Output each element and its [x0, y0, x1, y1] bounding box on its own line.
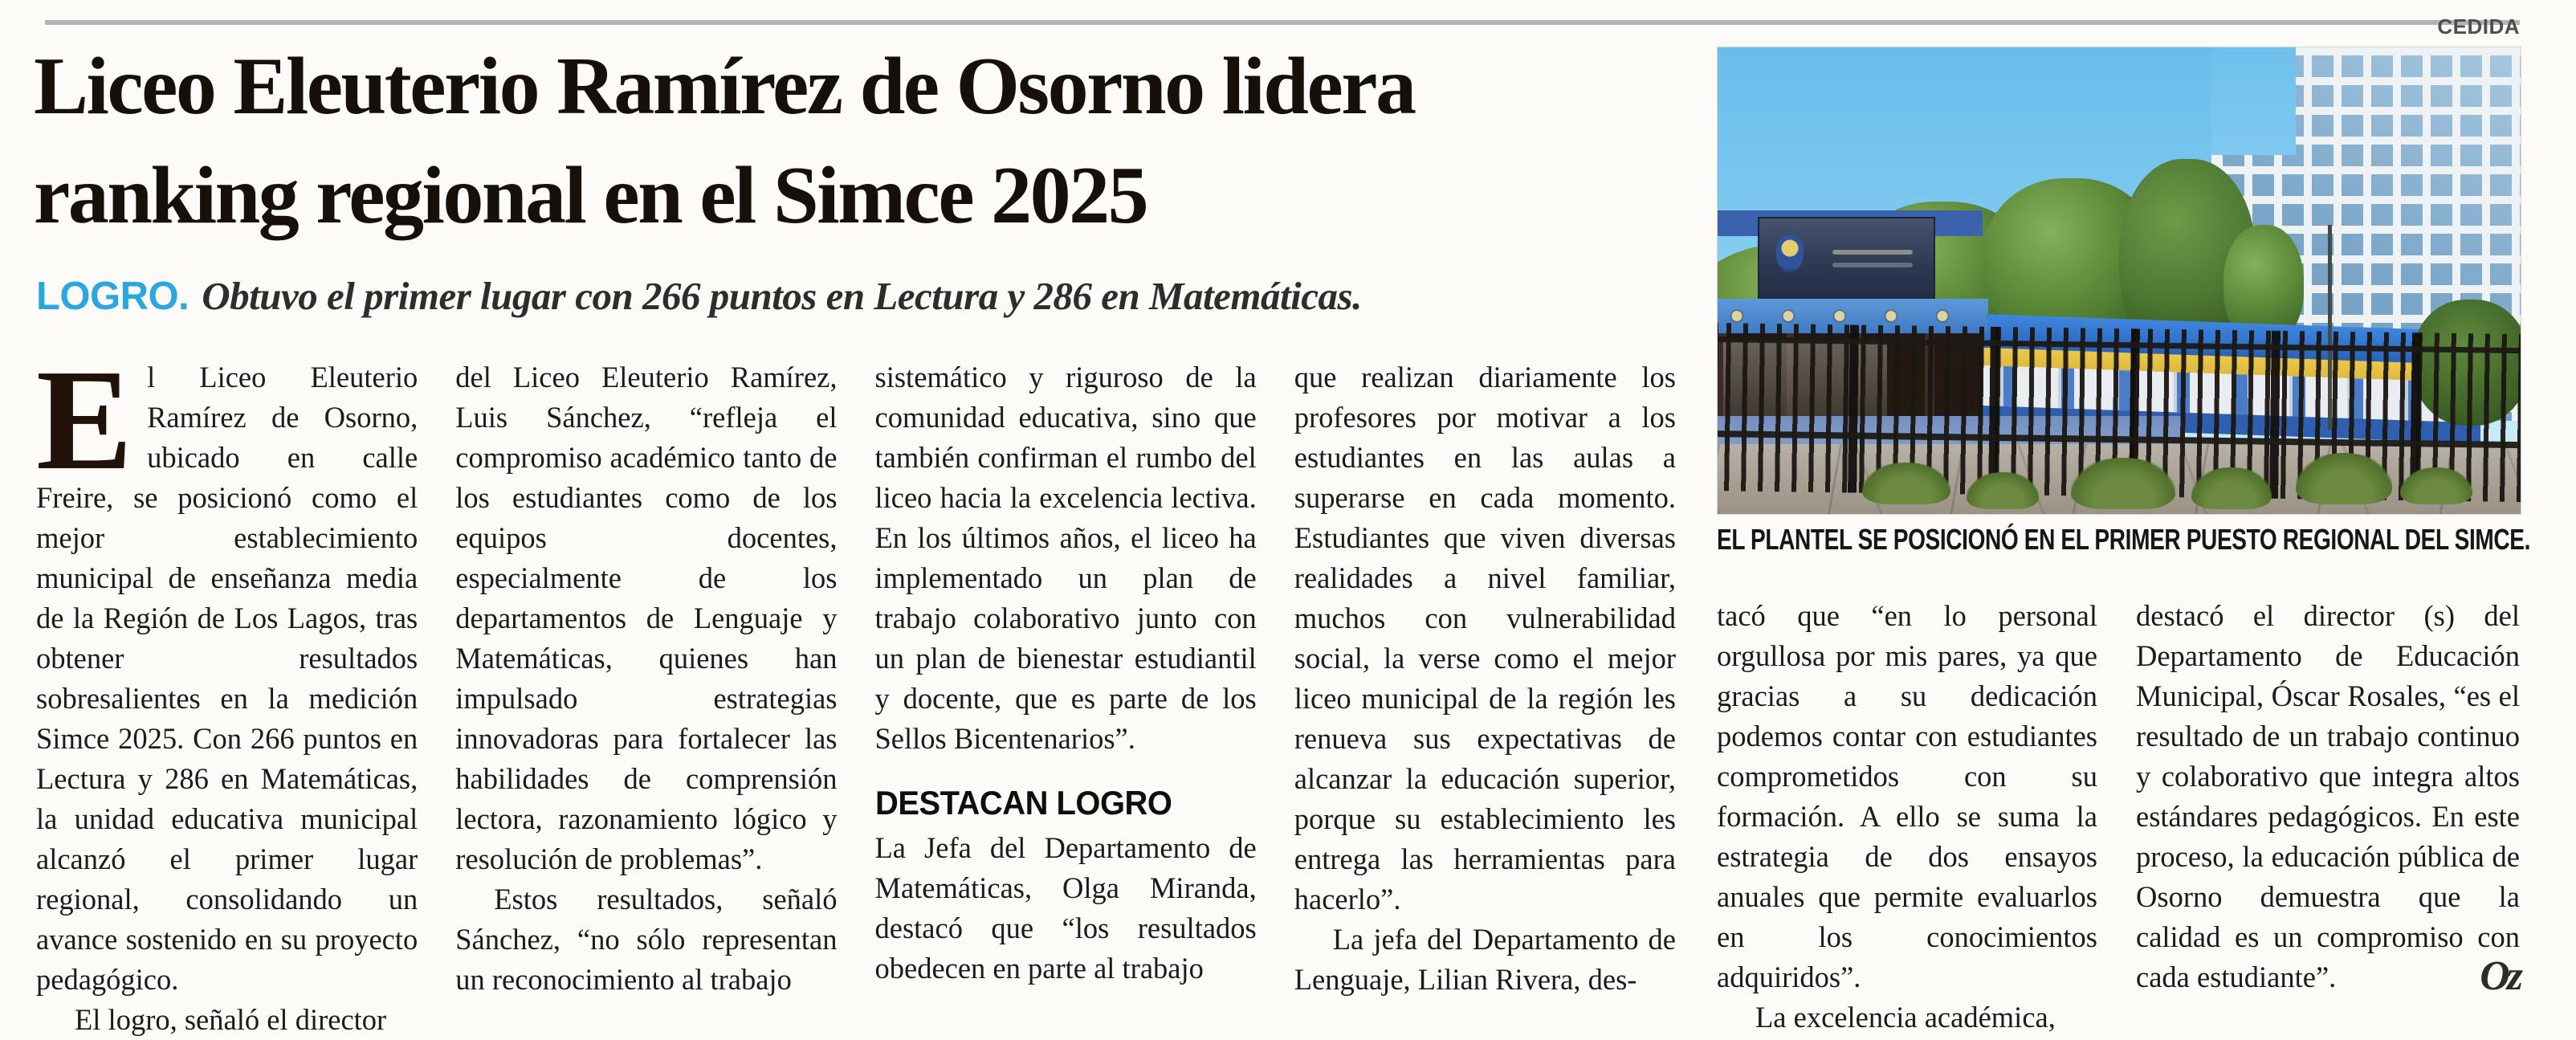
- paragraph: La jefa del Departamento de Lenguaje, Li…: [1294, 923, 1676, 996]
- paragraph: La Jefa del Departamento de Matemáticas,…: [874, 831, 1257, 985]
- weed: [2400, 467, 2472, 505]
- subhead-destacan-logro: DESTACAN LOGRO: [874, 784, 1172, 822]
- standfirst: LOGRO. Obtuvo el primer lugar con 266 pun…: [36, 276, 1690, 316]
- paragraph: sistemático y riguroso de la comunidad e…: [874, 361, 1257, 755]
- headline-line2: ranking regional en el Simce 2025: [34, 149, 1149, 241]
- weed: [2296, 453, 2392, 505]
- column-2: del Liceo Eleuterio Ramírez, Luis Sánche…: [455, 357, 837, 1040]
- school-banner: [1757, 217, 1936, 302]
- paragraph: tacó que “en lo personal orgullosa por m…: [1717, 599, 2097, 993]
- weed: [1862, 463, 1950, 505]
- headline-line1: Liceo Eleuterio Ramírez de Osorno lidera: [34, 41, 1416, 132]
- standfirst-text: Obtuvo el primer lugar con 266 puntos en…: [202, 274, 1362, 318]
- paragraph: La excelencia académica,: [1755, 1001, 2056, 1034]
- article-end-mark-icon: Oz: [2480, 953, 2523, 999]
- kicker-label: LOGRO.: [36, 275, 190, 318]
- top-rule: [45, 20, 2520, 25]
- column-6: destacó el director (s) del Departamento…: [2136, 596, 2523, 999]
- office-tower-step: [2211, 47, 2296, 155]
- weed: [1967, 471, 2039, 510]
- drop-cap: E: [36, 340, 133, 500]
- column-3: sistemático y riguroso de la comunidad e…: [875, 357, 1257, 1040]
- headline: Liceo Eleuterio Ramírez de Osorno lidera…: [34, 32, 1696, 250]
- column-5: tacó que “en lo personal orgullosa por m…: [1717, 596, 2097, 1038]
- school-photo: [1717, 47, 2521, 515]
- photo-caption: EL PLANTEL SE POSICIONÓ EN EL PRIMER PUE…: [1717, 524, 2530, 556]
- paragraph: destacó el director (s) del Departamento…: [2136, 599, 2520, 993]
- weed: [2071, 458, 2175, 510]
- light-pole: [2328, 224, 2332, 430]
- column-4: que realizan diariamente los profesores …: [1294, 357, 1676, 1040]
- paragraph: que realizan diariamente los profesores …: [1294, 361, 1676, 916]
- photo-caption-text: EL PLANTEL SE POSICIONÓ EN EL PRIMER PUE…: [1717, 523, 2531, 556]
- photo-credit: CEDIDA: [2437, 14, 2520, 39]
- weed: [2191, 467, 2272, 510]
- paragraph-text: l Liceo Eleuterio Ramírez de Osorno, ubi…: [36, 361, 418, 996]
- paragraph: del Liceo Eleuterio Ramírez, Luis Sánche…: [455, 361, 838, 875]
- paragraph: El logro, señaló el director: [75, 1003, 387, 1036]
- paragraph: Estos resultados, señaló Sánchez, “no só…: [455, 883, 838, 996]
